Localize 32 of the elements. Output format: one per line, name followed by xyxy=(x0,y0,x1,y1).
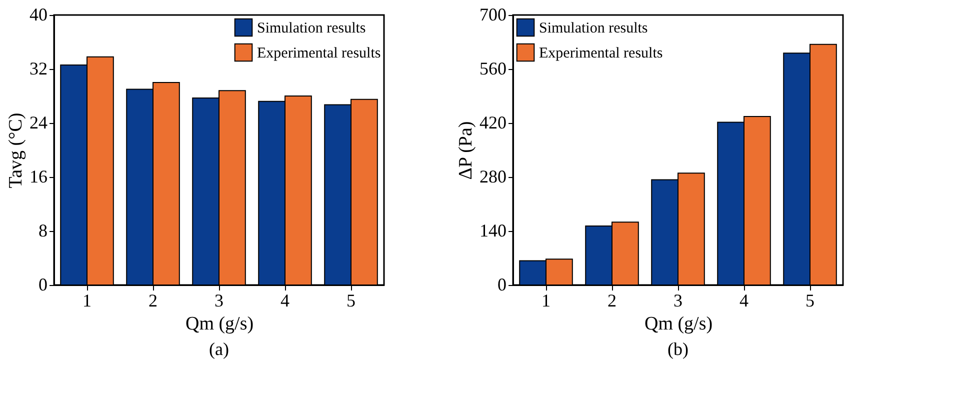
y-tick-label: 0 xyxy=(498,274,506,294)
x-tick-label: 5 xyxy=(806,290,814,310)
y-axis-title: Tavg (°C) xyxy=(6,112,26,188)
text: (a) xyxy=(209,339,229,359)
x-tick-label: 3 xyxy=(214,290,224,310)
x-tick-label: 2 xyxy=(148,290,158,310)
y-tick-label: 32 xyxy=(30,58,48,78)
y-tick-label: 40 xyxy=(30,4,48,24)
text: (b) xyxy=(668,339,688,359)
y-tick-label: 700 xyxy=(480,4,506,24)
x-tick-label: 4 xyxy=(740,290,748,310)
y-tick-label: 140 xyxy=(480,220,506,240)
x-tick-label: 4 xyxy=(280,290,290,310)
x-tick-label: 5 xyxy=(346,290,356,310)
legend-label: Simulation results xyxy=(257,20,366,36)
x-tick-label: 3 xyxy=(674,290,682,310)
x-tick-label: 1 xyxy=(82,290,92,310)
y-tick-label: 0 xyxy=(38,274,48,294)
legend-label: Experimental results xyxy=(257,46,381,62)
y-tick-label: 24 xyxy=(30,112,48,132)
y-tick-label: 560 xyxy=(480,58,506,78)
y-axis-title: ΔP (Pa) xyxy=(456,121,476,180)
legend-label: Simulation results xyxy=(539,20,648,36)
x-axis-title: Qm (g/s) xyxy=(644,314,713,334)
y-tick-label: 420 xyxy=(480,112,506,132)
x-tick-label: 1 xyxy=(542,290,550,310)
legend-label: Experimental results xyxy=(539,46,663,62)
y-tick-label: 8 xyxy=(38,220,48,240)
y-tick-label: 280 xyxy=(480,166,506,186)
y-tick-label: 16 xyxy=(30,166,48,186)
x-axis-title: Qm (g/s) xyxy=(185,314,254,334)
x-tick-label: 2 xyxy=(608,290,616,310)
